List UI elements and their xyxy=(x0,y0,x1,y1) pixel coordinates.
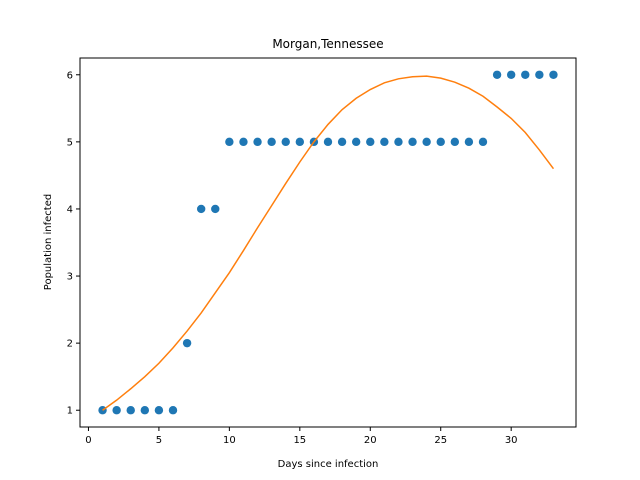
data-point xyxy=(112,406,121,415)
y-tick-label: 4 xyxy=(67,204,73,215)
x-axis-label: Days since infection xyxy=(278,459,379,470)
x-tick-label: 10 xyxy=(223,435,236,446)
data-point xyxy=(464,137,474,147)
data-point xyxy=(351,137,361,147)
data-point xyxy=(380,137,389,147)
data-point xyxy=(408,137,417,147)
y-tick-label: 6 xyxy=(67,70,73,81)
data-point xyxy=(436,137,445,147)
data-point xyxy=(337,137,347,147)
data-point xyxy=(239,137,248,147)
x-tick-label: 20 xyxy=(364,435,377,446)
x-tick-label: 30 xyxy=(505,435,518,446)
y-tick-label: 3 xyxy=(67,272,73,283)
data-point xyxy=(182,338,192,348)
data-point xyxy=(323,137,333,147)
data-point xyxy=(140,406,150,415)
fitted-curve-line xyxy=(102,75,555,411)
chart-title: Morgan,Tennessee xyxy=(272,37,383,51)
data-point xyxy=(394,137,403,147)
y-axis: 1 2 3 4 5 6 xyxy=(67,70,80,417)
data-point xyxy=(211,204,220,214)
data-point xyxy=(521,70,530,79)
data-point xyxy=(478,137,488,147)
data-point xyxy=(168,406,178,415)
y-tick-label: 5 xyxy=(67,137,73,148)
y-axis-label: Population infected xyxy=(43,194,54,290)
data-point xyxy=(126,406,135,415)
data-point xyxy=(549,70,558,79)
data-point xyxy=(492,70,502,79)
data-point xyxy=(267,137,276,147)
data-point xyxy=(506,70,516,79)
x-tick-label: 25 xyxy=(434,435,447,446)
axes-frame xyxy=(79,57,577,428)
data-point xyxy=(154,406,164,415)
y-tick-label: 2 xyxy=(67,339,73,350)
data-point xyxy=(366,137,375,147)
data-point xyxy=(295,137,305,147)
data-point xyxy=(253,137,262,147)
plot-area xyxy=(98,70,558,415)
data-point xyxy=(450,137,460,147)
data-point xyxy=(196,204,206,214)
x-tick-label: 5 xyxy=(156,435,162,446)
data-point xyxy=(422,137,431,147)
y-tick-label: 1 xyxy=(67,406,73,417)
x-axis: 0 5 10 15 20 25 30 xyxy=(85,427,518,446)
x-tick-label: 0 xyxy=(85,435,91,446)
data-point xyxy=(535,70,544,79)
x-tick-label: 15 xyxy=(293,435,306,446)
data-point xyxy=(281,137,290,147)
data-point xyxy=(225,137,234,147)
